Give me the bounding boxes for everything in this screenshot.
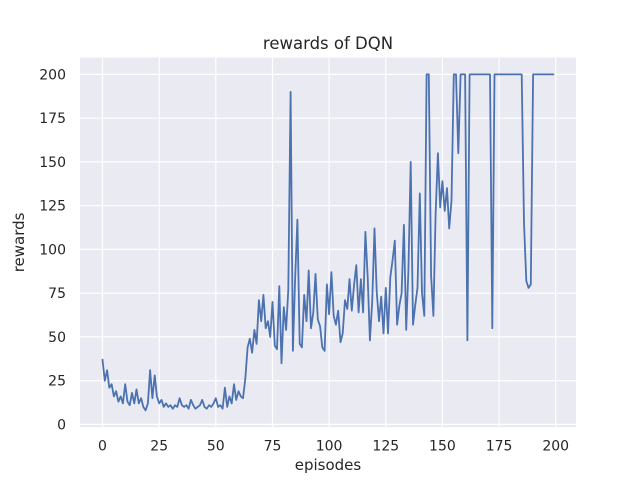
y-tick-label: 125	[39, 199, 66, 215]
x-tick-label: 25	[150, 439, 168, 455]
y-tick-label: 175	[39, 111, 66, 127]
y-tick-label: 150	[39, 155, 66, 171]
y-tick-label: 25	[48, 374, 66, 390]
y-tick-label: 50	[48, 330, 66, 346]
x-tick-label: 200	[542, 439, 569, 455]
x-tick-label: 150	[429, 439, 456, 455]
x-tick-label: 50	[207, 439, 225, 455]
chart-title: rewards of DQN	[263, 34, 393, 53]
y-tick-label: 100	[39, 242, 66, 258]
plot-area	[80, 57, 576, 428]
x-tick-label: 100	[316, 439, 343, 455]
series-group	[101, 73, 555, 412]
y-tick-label: 75	[48, 286, 66, 302]
y-axis-label: rewards	[10, 212, 28, 272]
x-tick-label: 175	[486, 439, 513, 455]
x-tick-label: 75	[264, 439, 282, 455]
tick-labels: 0 25 50 75 100 125 150 175 200 0 25 50 75 100 125 150 17…	[39, 67, 569, 454]
reward-line-series	[101, 73, 555, 412]
x-axis-label: episodes	[295, 456, 362, 474]
x-tick-label: 0	[98, 439, 107, 455]
x-tick-label: 125	[372, 439, 399, 455]
y-tick-label: 0	[57, 417, 66, 433]
y-tick-label: 200	[39, 67, 66, 83]
